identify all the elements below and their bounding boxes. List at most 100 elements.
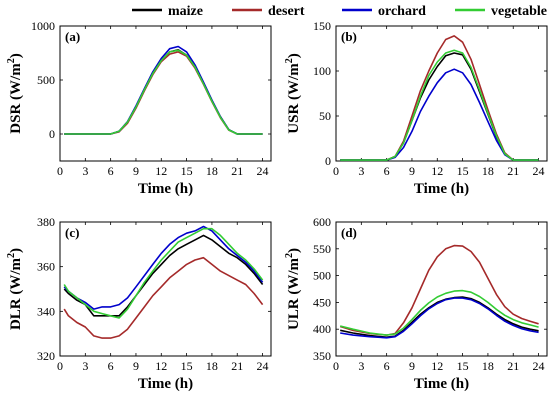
panel-tag: (c) [65,225,79,240]
y-tick-label: 380 [37,215,55,229]
y-axis-label-main: ULR (W/m [286,257,302,330]
y-axis-label-sup: 2 [6,58,17,63]
x-tick-label: 3 [82,164,88,178]
y-axis-label: ULR (W/m2) [284,248,302,330]
y-axis-label: DLR (W/m2) [6,248,24,330]
x-axis-label: Time (h) [138,376,193,392]
x-tick-label: 12 [431,359,443,373]
y-tick-label: 350 [313,349,331,363]
y-axis-label-close: ) [8,248,24,253]
plot-frame [59,221,272,357]
x-tick-label: 12 [155,164,167,178]
x-tick-label: 0 [57,164,63,178]
series-line-maize [340,52,539,161]
y-tick-label: 100 [313,64,331,78]
x-tick-label: 3 [82,359,88,373]
x-tick-label: 3 [358,359,364,373]
x-tick-label: 18 [206,164,218,178]
plot-frame [335,25,548,162]
x-tick-label: 6 [108,359,114,373]
y-axis-label-close: ) [286,248,302,253]
y-tick-label: 340 [37,304,55,318]
panel-d: 0 3 6 9 12 15 18 21 24 350 400 450 500 550 600 (d) Time … [284,215,548,392]
y-tick-label: 400 [313,322,331,336]
x-tick-label: 18 [482,164,494,178]
legend-label-orchard: orchard [378,4,426,19]
y-tick-label: 450 [313,295,331,309]
x-tick-label: 6 [108,164,114,178]
y-tick-label: 500 [313,269,331,283]
series-line-orchard [340,68,539,161]
x-tick-label: 9 [409,164,415,178]
panel-c: 0 3 6 9 12 15 18 21 24 320 340 360 380 (c) Time (h) DLR… [6,215,272,392]
y-tick-label: 500 [37,73,55,87]
panel-a: 0 3 6 9 12 15 18 21 24 0 500 1000 (a) Time (h) DSR (W/… [6,19,272,197]
plot-frame [335,221,548,357]
series-line-vegetable [340,289,539,336]
y-tick-label: 50 [319,109,331,123]
x-tick-label: 9 [409,359,415,373]
y-axis-label: DSR (W/m2) [6,53,24,133]
y-tick-label: 320 [37,349,55,363]
x-tick-label: 24 [257,164,269,178]
y-axis-label: USR (W/m2) [284,53,302,133]
x-tick-label: 12 [431,164,443,178]
y-tick-label: 0 [49,127,55,141]
series-line-desert [63,256,264,339]
panel-tag: (a) [65,29,80,44]
y-axis-label-close: ) [286,53,302,58]
y-tick-label: 1000 [31,19,55,33]
y-tick-label: 600 [313,215,331,229]
x-axis-label: Time (h) [414,376,469,392]
y-tick-label: 360 [37,260,55,274]
panel-tag: (d) [341,225,357,240]
series-line-desert [340,35,539,161]
x-tick-label: 9 [133,359,139,373]
x-tick-label: 12 [155,359,167,373]
x-tick-label: 21 [231,164,243,178]
x-tick-label: 0 [333,164,339,178]
y-axis-label-sup: 2 [284,58,295,63]
legend-label-maize: maize [168,4,203,19]
y-tick-label: 550 [313,242,331,256]
x-tick-label: 0 [333,359,339,373]
y-axis-label-close: ) [8,53,24,58]
x-tick-label: 15 [181,359,193,373]
series-line-orchard [63,225,264,310]
y-axis-label-main: USR (W/m [286,63,302,134]
y-tick-label: 150 [313,19,331,33]
panel-tag: (b) [341,29,357,44]
x-tick-label: 15 [457,359,469,373]
x-tick-label: 18 [206,359,218,373]
x-axis-label: Time (h) [138,181,193,197]
legend-label-desert: desert [268,4,305,19]
series-line-vegetable [63,227,264,319]
series-line-vegetable [64,49,263,135]
x-axis-label: Time (h) [414,181,469,197]
x-tick-label: 15 [181,164,193,178]
series-line-orchard [340,297,539,339]
x-tick-label: 6 [384,359,390,373]
legend-label-vegetable: vegetable [491,4,547,19]
panel-b: 0 3 6 9 12 15 18 21 24 0 50 100 150 (b) Time (h) USR (W… [284,19,548,197]
y-axis-label-main: DLR (W/m [8,257,24,330]
x-tick-label: 0 [57,359,63,373]
x-tick-label: 9 [133,164,139,178]
series-line-desert [64,51,263,135]
x-tick-label: 21 [507,164,519,178]
y-axis-label-sup: 2 [284,253,295,258]
x-tick-label: 24 [533,359,545,373]
y-tick-label: 0 [325,154,331,168]
series-line-maize [64,49,263,135]
series-line-vegetable [340,49,539,161]
x-tick-label: 21 [507,359,519,373]
y-axis-label-main: DSR (W/m [8,63,24,134]
x-tick-label: 15 [457,164,469,178]
x-tick-label: 18 [482,359,494,373]
y-axis-label-sup: 2 [6,253,17,258]
x-tick-label: 21 [231,359,243,373]
legend: maize desert orchard vegetable [132,4,547,19]
x-tick-label: 24 [257,359,269,373]
